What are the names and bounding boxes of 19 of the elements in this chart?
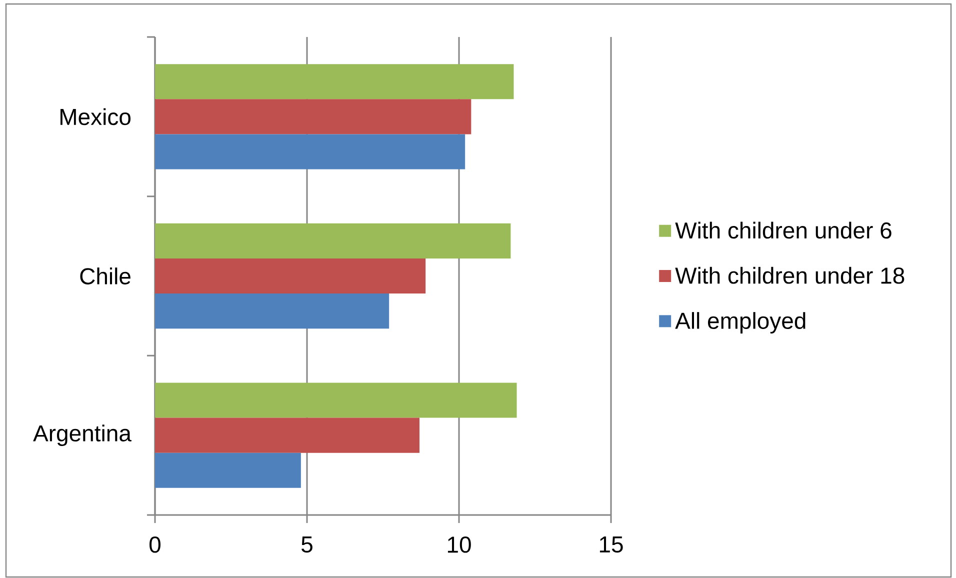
x-tick-label: 5 <box>302 536 312 553</box>
bar <box>154 258 426 294</box>
y-tick-label: Argentina <box>33 424 132 446</box>
legend-label: All employed <box>675 312 806 334</box>
bar <box>154 382 517 418</box>
x-tick-label: 10 <box>448 536 471 553</box>
bar <box>154 99 472 134</box>
y-tick-label: Mexico <box>60 108 131 126</box>
bar <box>154 134 466 170</box>
bar <box>154 452 301 488</box>
bar <box>154 294 390 329</box>
y-tick-label: Chile <box>80 268 130 284</box>
bar <box>154 64 514 100</box>
bar <box>154 418 420 453</box>
x-tick-label: 15 <box>600 536 623 553</box>
x-tick-label: 0 <box>150 536 160 553</box>
legend-label: With children under 18 <box>675 266 904 284</box>
legend-label: With children under 6 <box>675 222 892 239</box>
bar <box>154 223 511 258</box>
